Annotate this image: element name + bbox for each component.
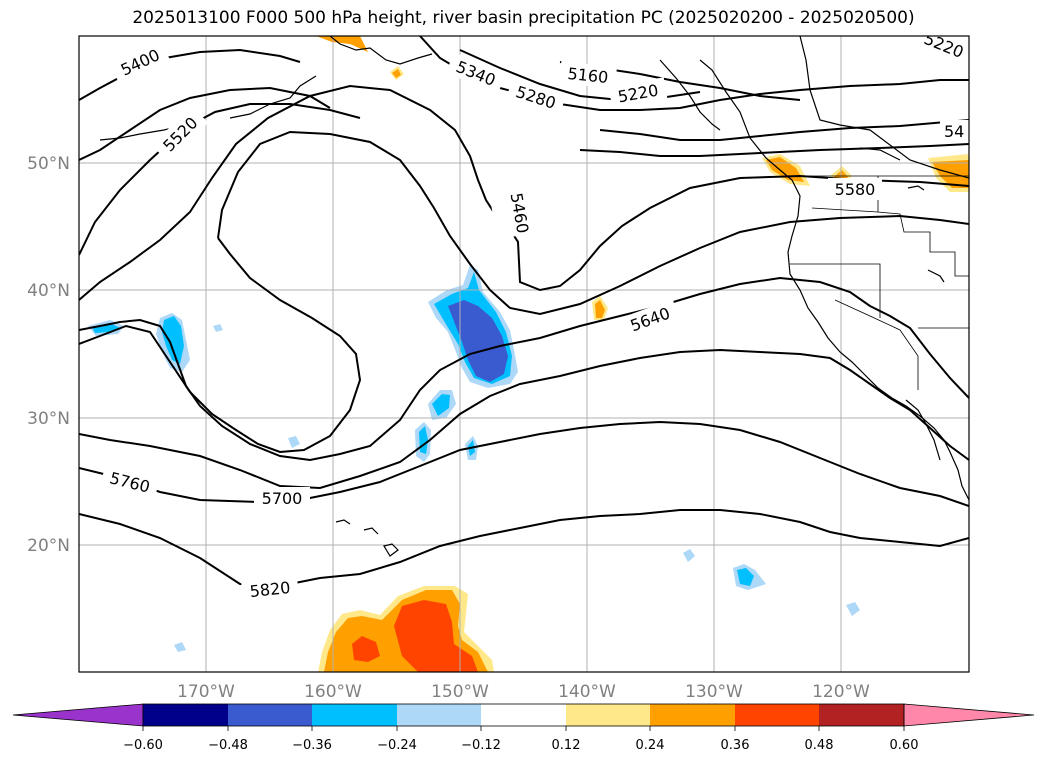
colorbar-over-extension [903,703,1035,727]
colorbar-under-extension [12,703,144,727]
contour-label-5820: 5820 [249,578,291,601]
contour-label-5160: 5160 [567,64,609,87]
lon-label-130w: 130°W [685,682,743,702]
contour-labels: 5400 5520 5340 5280 5160 5220 5220 54 54… [100,36,969,603]
colorbar-tick-label: 0.12 [552,738,581,753]
lat-label-50: 50°N [27,154,70,174]
latitude-labels: 50°N 40°N 30°N 20°N [27,154,70,556]
political-borders [790,175,969,390]
colorbar-bin [397,704,481,726]
colorbar-bin [735,704,819,726]
colorbar-tick-label: −0.24 [377,738,417,753]
colorbar-tick-label: −0.60 [123,738,163,753]
lat-label-20: 20°N [27,536,70,556]
lon-label-160w: 160°W [304,682,362,702]
colorbar-tick-label: −0.36 [292,738,332,753]
colorbar-bin [650,704,735,726]
colorbar-tick-label: −0.48 [208,738,248,753]
colorbar-tick-label: 0.60 [890,738,919,753]
height-contours [79,36,969,588]
contour-label-5700: 5700 [262,489,303,508]
lon-label-150w: 150°W [431,682,489,702]
lat-label-30: 30°N [27,409,70,429]
map-background [79,36,969,672]
colorbar-bin [143,704,228,726]
colorbar: −0.60 −0.48 −0.36 −0.24 −0.12 0.12 0.24 … [12,703,1035,753]
colorbar-tick-label: −0.12 [461,738,501,753]
colorbar-bin [312,704,397,726]
colorbar-tick-label: 0.24 [636,738,665,753]
lon-label-170w: 170°W [177,682,235,702]
colorbar-bin [228,704,312,726]
longitude-labels: 170°W 160°W 150°W 140°W 130°W 120°W [177,682,870,702]
lon-label-140w: 140°W [558,682,616,702]
map-title: 2025013100 F000 500 hPa height, river ba… [132,8,915,28]
colorbar-bin [566,704,650,726]
colorbar-bin [481,704,566,726]
contour-label-54-edge: 54 [944,122,964,141]
colorbar-tick-label: 0.36 [721,738,750,753]
gridlines [79,36,969,672]
map-frame [78,35,970,673]
contour-label-5580: 5580 [835,180,876,199]
colorbar-tick-label: 0.48 [805,738,834,753]
lat-label-40: 40°N [27,281,70,301]
colorbar-bin [819,704,904,726]
lon-label-120w: 120°W [812,682,870,702]
precipitation-shading [88,36,969,672]
